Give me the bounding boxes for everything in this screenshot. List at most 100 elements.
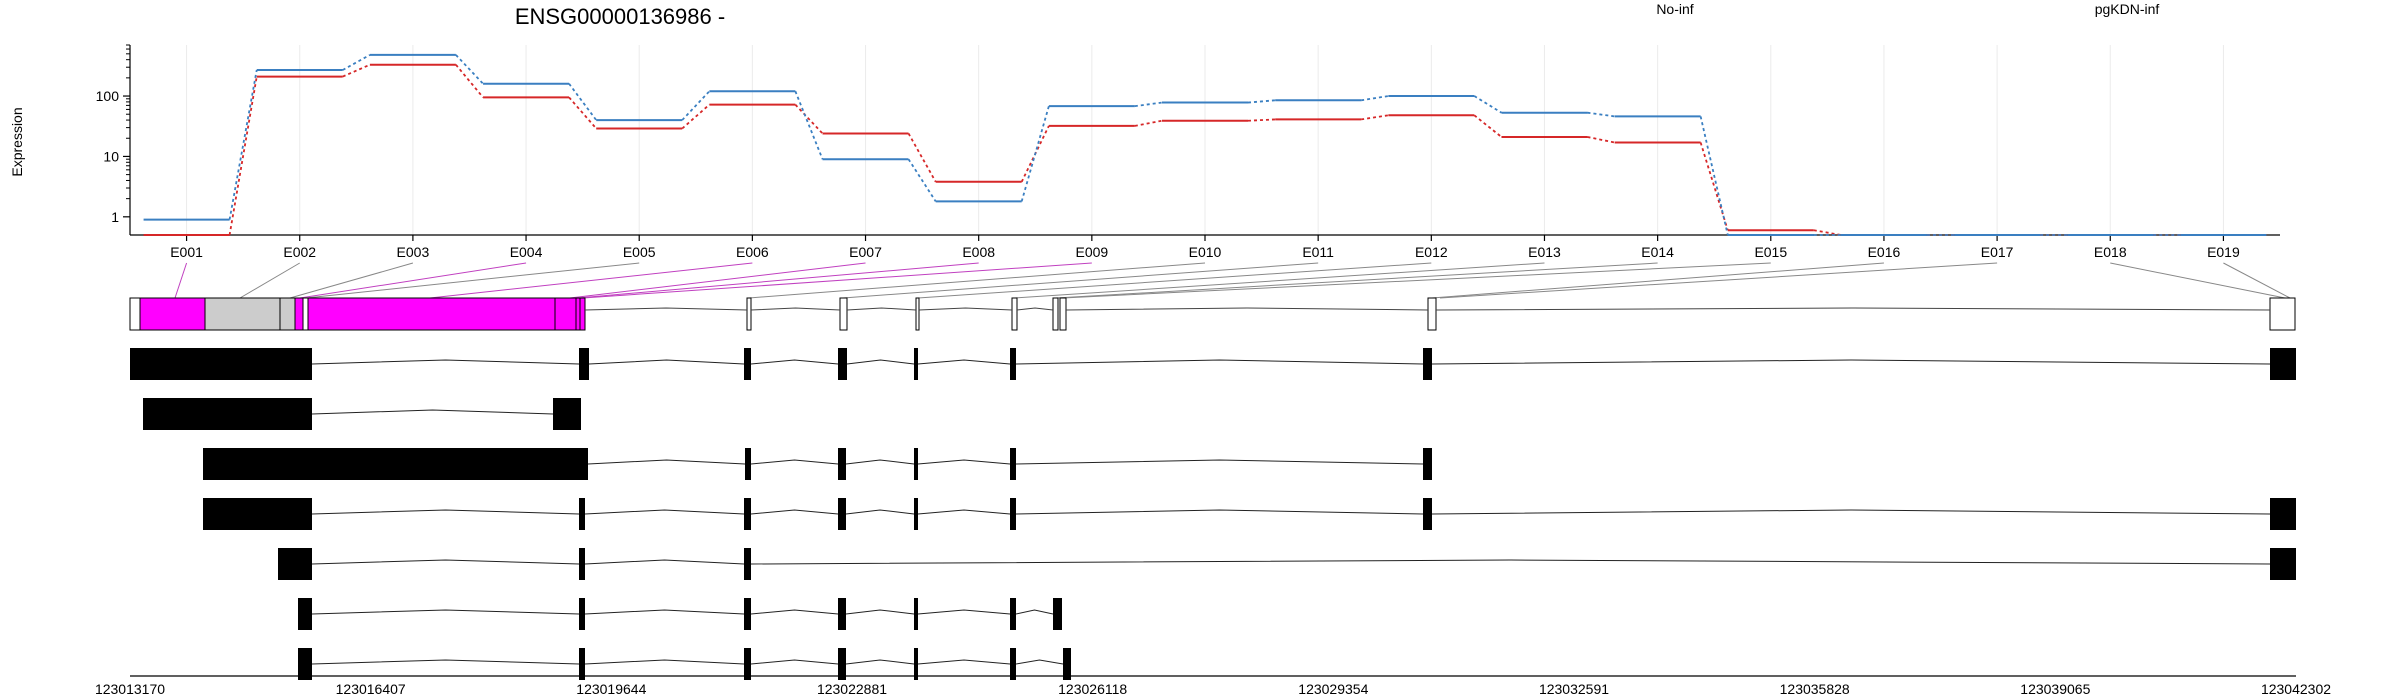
genomic-tick-label: 123019644 [576, 681, 646, 697]
intron-line [1065, 307, 1429, 311]
transcript-1-exon [1010, 348, 1016, 380]
connector-e003 [289, 262, 414, 299]
connector-e001 [174, 262, 188, 299]
transcript-6-exon [1010, 598, 1016, 630]
series-pgkdn-inf-connector [1020, 105, 1050, 202]
exon-block [139, 297, 206, 331]
x-tick-label-e007: E007 [849, 244, 882, 260]
y-tick-label-10: 10 [103, 148, 119, 164]
transcript-6-exon [298, 598, 312, 630]
transcript-6-intron [845, 609, 915, 615]
transcript-1-intron [311, 359, 580, 365]
genomic-tick-label: 123026118 [1058, 681, 1127, 697]
connector-e017 [1439, 262, 1998, 299]
transcript-1-intron [846, 359, 915, 365]
exon-block [302, 297, 309, 331]
x-tick-label-e011: E011 [1302, 244, 1334, 260]
exon-block [279, 297, 296, 331]
x-tick-label-e006: E006 [736, 244, 769, 260]
grid [186, 45, 2224, 235]
x-tick-label-e001: E001 [170, 244, 203, 260]
series-pgkdn-inf-connector [228, 69, 258, 220]
transcript-7-intron [584, 659, 745, 665]
series-pgkdn-inf-connector [455, 54, 484, 85]
transcript-7-intron [845, 659, 915, 665]
transcript-7-exon [1063, 648, 1071, 680]
transcript-1-exon [914, 348, 918, 380]
transcript-7-intron [311, 659, 580, 665]
genomic-tick-label: 123029354 [1298, 681, 1368, 697]
series-no-inf-connector [794, 104, 824, 135]
transcript-1-exon [579, 348, 589, 380]
series-no-inf-connector [1813, 229, 1842, 236]
transcript-7-intron [1015, 659, 1064, 665]
transcript-6-exon [1053, 598, 1062, 630]
transcript-7-exon [744, 648, 751, 680]
transcript-3-intron [587, 459, 746, 465]
exon-block [579, 297, 586, 331]
connector-e015 [1062, 262, 1771, 299]
series-pgkdn-inf-connector [1699, 116, 1729, 236]
connector-e010 [748, 262, 1206, 299]
connector-e007 [569, 262, 866, 299]
transcripts [130, 348, 2296, 680]
genomic-axis: 123013170 123016407 123019644 123022881 1230… [95, 675, 2331, 697]
connector-e019 [2223, 262, 2291, 299]
transcript-3-exon [203, 448, 588, 480]
connector-e018 [2110, 262, 2286, 299]
transcript-4-exon [744, 498, 751, 530]
intron-line [584, 307, 748, 311]
x-tick-label-e010: E010 [1189, 244, 1222, 260]
transcript-7-exon [1010, 648, 1016, 680]
transcript-5-exon [744, 548, 751, 580]
transcript-1-intron [750, 359, 839, 365]
series-pgkdn-inf-connector [1473, 95, 1502, 114]
transcript-7-exon [579, 648, 585, 680]
transcript-3-exon [838, 448, 846, 480]
x-tick-label-e008: E008 [962, 244, 995, 260]
x-tick-label-e014: E014 [1641, 244, 1674, 260]
series-pgkdn-inf-connector [907, 158, 937, 202]
series-pgkdn-inf-connector [342, 54, 371, 71]
transcript-1-intron [588, 359, 745, 365]
transcript-5-exon [579, 548, 585, 580]
x-tick-label-e012: E012 [1415, 244, 1448, 260]
series-no-inf-connector [228, 76, 258, 236]
transcript-7-intron [750, 659, 839, 665]
transcript-6-exon [838, 598, 846, 630]
transcript-4-exon [1423, 498, 1432, 530]
exon-block [1052, 297, 1059, 331]
genomic-tick-label: 123013170 [95, 681, 165, 697]
transcript-1-intron [1431, 359, 2271, 365]
transcript-6-intron [584, 609, 745, 615]
x-tick-label-e004: E004 [510, 244, 543, 260]
exon-block [2269, 297, 2296, 331]
transcript-5-intron [750, 559, 2271, 565]
genomic-tick-label: 123022881 [817, 681, 887, 697]
transcript-3-intron [845, 459, 915, 465]
connector-e006 [429, 262, 753, 299]
transcript-6-intron [750, 609, 839, 615]
exon-block [1427, 297, 1437, 331]
transcript-5-exon [278, 548, 312, 580]
transcript-4-intron [311, 509, 580, 515]
x-tick-label-e005: E005 [623, 244, 656, 260]
exon-block [575, 297, 581, 331]
intron-line [918, 307, 1013, 311]
transcript-1-exon [130, 348, 312, 380]
genomic-tick-label: 123016407 [336, 681, 406, 697]
intron-line [846, 307, 917, 311]
series-no-inf-connector [1361, 114, 1389, 121]
transcript-6-intron [1015, 609, 1054, 615]
transcript-2-intron [311, 409, 554, 415]
transcript-1-exon [2270, 348, 2296, 380]
axes: 1 10 100 E001 E002 E003 E004 E005 E006 E007 E008 E0… [96, 44, 2280, 260]
exon-block [839, 297, 848, 331]
connector-e008 [577, 262, 979, 299]
y-axis-label: Expression [9, 107, 25, 176]
transcript-4-intron [1015, 509, 1424, 515]
transcript-4-intron [750, 509, 839, 515]
connector-e014 [1055, 262, 1658, 299]
transcript-6-intron [311, 609, 580, 615]
